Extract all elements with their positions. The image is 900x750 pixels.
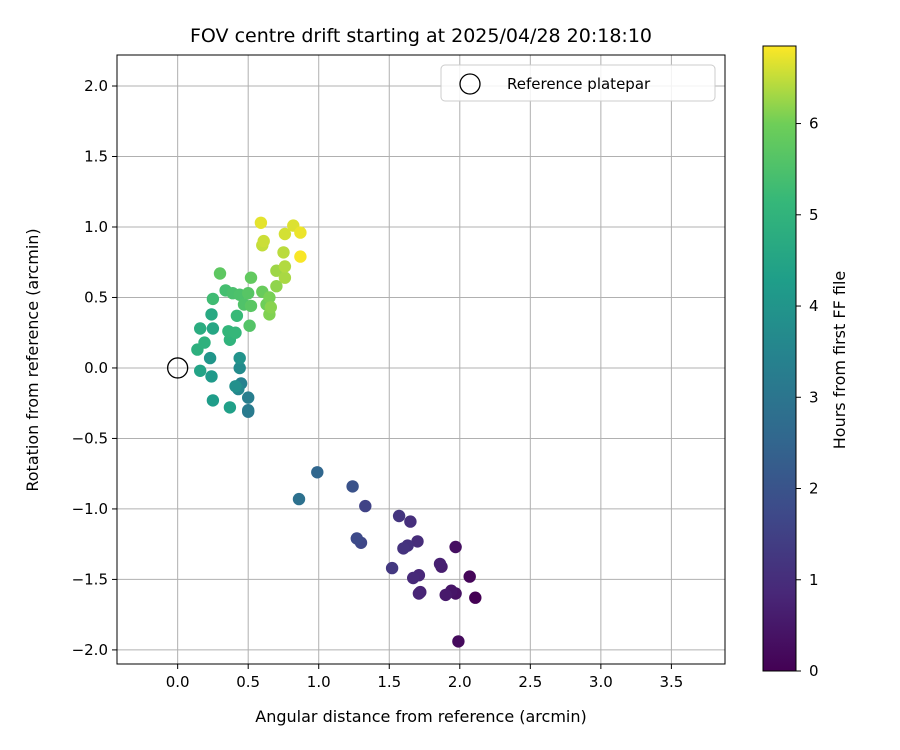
data-point — [263, 291, 276, 304]
y-tick-label: 0.5 — [84, 288, 108, 306]
data-point — [346, 480, 359, 493]
data-point — [205, 308, 218, 321]
data-point — [463, 570, 476, 583]
chart-title: FOV centre drift starting at 2025/04/28 … — [190, 25, 652, 47]
data-point — [278, 227, 292, 241]
colorbar-tick-label: 5 — [809, 206, 819, 224]
data-point — [452, 635, 465, 648]
data-point — [206, 292, 220, 306]
data-point — [254, 216, 268, 229]
y-axis-ticks: 2.0 1.5 1.0 0.5 0.0 −0.5 −1.0 −1.5 −2.0 — [72, 77, 117, 659]
colorbar-tick-label: 6 — [809, 115, 819, 133]
data-point — [350, 532, 363, 545]
legend-label: Reference platepar — [507, 75, 651, 93]
data-point — [194, 322, 207, 335]
x-tick-label: 0.0 — [166, 673, 190, 691]
data-point — [264, 301, 277, 314]
data-point — [244, 271, 258, 284]
data-point — [229, 380, 242, 393]
y-tick-label: −1.0 — [72, 500, 108, 518]
x-tick-label: 1.5 — [377, 673, 401, 691]
data-point — [206, 394, 220, 407]
legend-box — [440, 64, 716, 102]
data-point — [229, 326, 242, 339]
colorbar-label: Hours from first FF file — [830, 271, 849, 450]
y-tick-label: −1.5 — [72, 570, 108, 588]
data-point — [243, 319, 256, 332]
data-point — [412, 587, 426, 600]
data-point — [257, 234, 270, 248]
data-point — [397, 542, 410, 555]
x-axis-ticks: 0.0 0.5 1.0 1.5 2.0 2.5 3.0 3.5 — [166, 664, 683, 691]
y-tick-label: 0.0 — [84, 359, 108, 377]
y-tick-label: −2.0 — [72, 641, 108, 659]
colorbar-ticks: 0 1 2 3 4 5 6 — [796, 115, 819, 680]
x-axis-label: Angular distance from reference (arcmin) — [255, 707, 586, 726]
data-point — [270, 280, 283, 293]
data-point — [233, 361, 246, 375]
data-point — [233, 351, 246, 365]
y-tick-label: 1.0 — [84, 218, 108, 236]
data-point — [206, 322, 220, 335]
data-point — [392, 509, 406, 523]
data-point — [223, 401, 237, 414]
data-point — [244, 299, 258, 313]
x-tick-label: 2.0 — [448, 673, 472, 691]
reference-layer — [167, 357, 189, 379]
x-tick-label: 0.5 — [236, 673, 260, 691]
data-point — [385, 561, 399, 575]
data-point — [439, 588, 452, 602]
data-point — [359, 499, 372, 513]
colorbar-tick-label: 0 — [809, 662, 819, 680]
y-tick-label: 2.0 — [84, 77, 108, 95]
data-point — [411, 535, 424, 548]
data-point — [277, 246, 290, 259]
plot-frame — [116, 54, 726, 665]
y-axis-label: Rotation from reference (arcmin) — [23, 228, 42, 491]
data-point — [242, 287, 255, 300]
data-point — [294, 226, 307, 239]
data-point — [278, 271, 292, 284]
data-point — [433, 557, 447, 571]
grid — [117, 55, 725, 664]
data-point — [311, 466, 324, 479]
colorbar-tick-label: 4 — [809, 297, 819, 315]
data-point — [213, 267, 227, 280]
colorbar-gradient — [762, 45, 797, 672]
x-tick-label: 3.0 — [589, 673, 613, 691]
data-point — [294, 250, 307, 263]
y-tick-label: 1.5 — [84, 148, 108, 166]
data-point — [449, 540, 462, 554]
data-point — [203, 351, 217, 365]
data-point — [278, 260, 292, 273]
y-tick-label: −0.5 — [72, 429, 108, 447]
data-point — [198, 336, 211, 349]
colorbar-tick-label: 1 — [809, 571, 819, 589]
reference-platepar-marker — [167, 357, 189, 379]
data-point — [404, 515, 417, 528]
x-tick-label: 3.5 — [659, 673, 683, 691]
data-point — [205, 370, 218, 383]
legend: Reference platepar — [440, 64, 716, 102]
data-point — [469, 591, 482, 604]
data-point — [242, 391, 255, 404]
legend-reference-marker — [459, 73, 481, 95]
data-points — [191, 216, 482, 648]
data-point — [230, 309, 244, 322]
data-point — [242, 404, 255, 417]
colorbar: 0 1 2 3 4 5 6 Hours from first FF file — [762, 45, 849, 680]
data-point — [194, 364, 207, 377]
x-tick-label: 2.5 — [518, 673, 542, 691]
data-point — [407, 571, 420, 585]
colorbar-tick-label: 2 — [809, 480, 819, 498]
colorbar-tick-label: 3 — [809, 388, 819, 406]
data-point — [292, 492, 306, 506]
x-tick-label: 1.0 — [307, 673, 331, 691]
